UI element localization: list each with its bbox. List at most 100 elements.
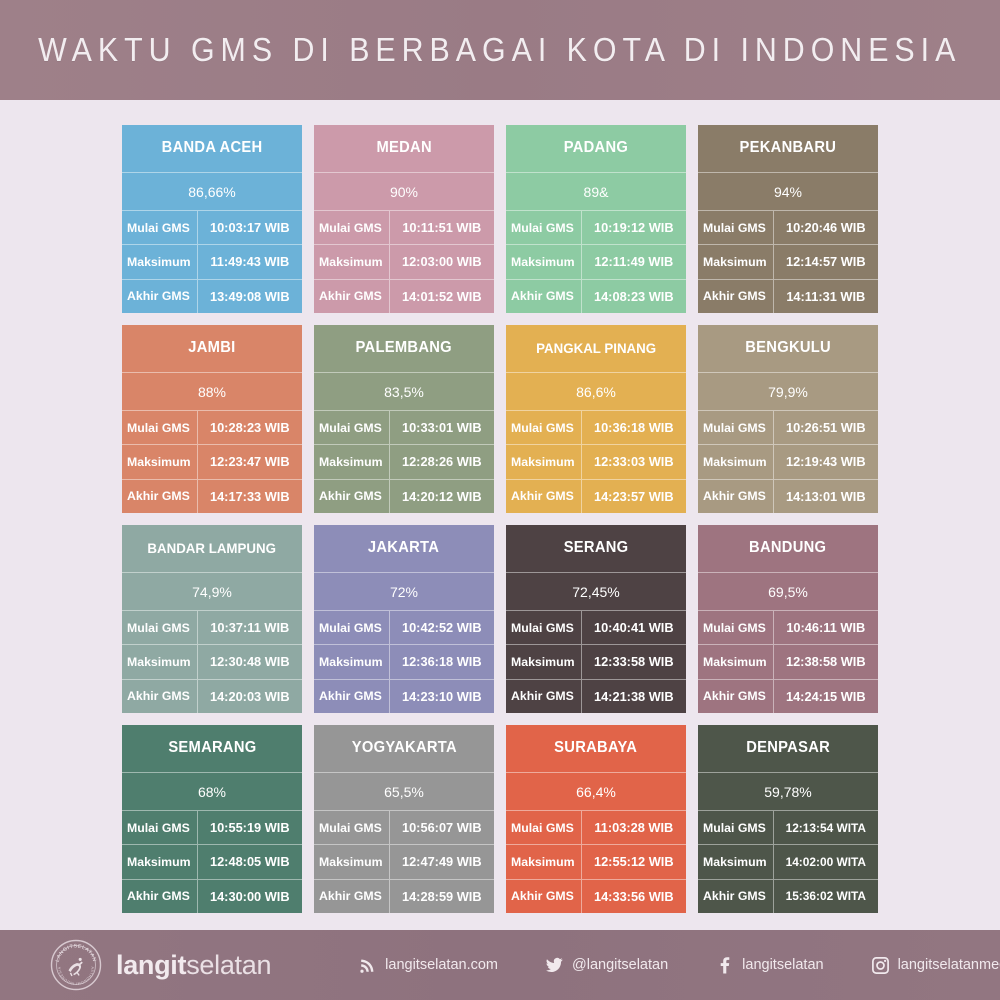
row-value-start: 10:56:07 WIB — [401, 820, 482, 836]
social-link-rss[interactable]: langitselatan.com — [359, 957, 498, 974]
row-label-end: Akhir GMS — [506, 879, 582, 913]
obscuration-percent: 69,5% — [698, 573, 878, 611]
row-value-start: 10:55:19 WIB — [209, 820, 290, 836]
row-label-end: Akhir GMS — [122, 279, 198, 313]
row-label-max: Maksimum — [698, 245, 774, 279]
page-title: WAKTU GMS DI BERBAGAI KOTA DI INDONESIA — [38, 31, 962, 68]
social-link-twitter[interactable]: @langitselatan — [546, 957, 668, 974]
table-row: Mulai GMS 10:56:07 WIB — [314, 811, 494, 846]
city-card-rows: Mulai GMS 10:36:18 WIB Maksimum 12:33:03 WI… — [506, 411, 686, 513]
row-label-end: Akhir GMS — [698, 279, 774, 313]
row-label-start: Mulai GMS — [506, 611, 582, 645]
row-value-start: 10:42:52 WIB — [401, 620, 482, 636]
table-row: Akhir GMS 14:08:23 WIB — [506, 279, 686, 313]
table-row: Maksimum 12:19:43 WIB — [698, 445, 878, 480]
row-value-start: 10:40:41 WIB — [593, 620, 674, 636]
obscuration-percent: 68% — [122, 773, 302, 811]
instagram-icon — [871, 956, 889, 974]
city-card-rows: Mulai GMS 10:20:46 WIB Maksimum 12:14:57 WI… — [698, 211, 878, 313]
city-card: BANDAR LAMPUNG 74,9% Mulai GMS 10:37:11 WIB… — [122, 525, 302, 713]
row-value-end: 14:20:12 WIB — [401, 488, 482, 504]
city-name: PALEMBANG — [355, 339, 453, 357]
table-row: Mulai GMS 10:20:46 WIB — [698, 211, 878, 246]
city-card: PANGKAL PINANG 86,6% Mulai GMS 10:36:18 WIB… — [506, 325, 686, 513]
table-row: Maksimum 11:49:43 WIB — [122, 245, 302, 280]
row-label-start: Mulai GMS — [506, 811, 582, 845]
row-label-max: Maksimum — [314, 845, 390, 879]
row-value-max: 12:47:49 WIB — [401, 854, 482, 870]
row-label-start: Mulai GMS — [698, 211, 774, 245]
social-link-label: @langitselatan — [572, 957, 669, 973]
table-row: Maksimum 12:03:00 WIB — [314, 245, 494, 280]
table-row: Maksimum 12:11:49 WIB — [506, 245, 686, 280]
row-value-end: 14:13:01 WIB — [785, 488, 866, 504]
city-card: MEDAN 90% Mulai GMS 10:11:51 WIB Maksimum 12:… — [314, 125, 494, 313]
row-value-max: 12:11:49 WIB — [594, 254, 674, 270]
table-row: Akhir GMS 14:33:56 WIB — [506, 879, 686, 913]
city-card-header: BENGKULU — [698, 325, 878, 373]
row-value-start: 10:19:12 WIB — [593, 220, 674, 236]
row-value-start: 10:20:46 WIB — [785, 220, 866, 236]
row-value-max: 12:33:03 WIB — [593, 454, 674, 470]
row-label-end: Akhir GMS — [314, 279, 390, 313]
row-value-max: 12:33:58 WIB — [593, 654, 674, 670]
city-name: BANDA ACEH — [161, 139, 263, 157]
row-value-max: 12:03:00 WIB — [401, 254, 482, 270]
row-value-end: 14:11:31 WIB — [786, 288, 866, 304]
row-value-max: 12:23:47 WIB — [209, 454, 290, 470]
table-row: Maksimum 12:55:12 WIB — [506, 845, 686, 880]
city-card-header: PEKANBARU — [698, 125, 878, 173]
social-link-instagram[interactable]: langitselatanmedia — [871, 956, 1000, 974]
row-label-end: Akhir GMS — [314, 479, 390, 513]
city-name: JAKARTA — [368, 539, 440, 557]
table-row: Akhir GMS 14:23:57 WIB — [506, 479, 686, 513]
table-row: Akhir GMS 14:17:33 WIB — [122, 479, 302, 513]
table-row: Mulai GMS 10:33:01 WIB — [314, 411, 494, 446]
table-row: Maksimum 12:28:26 WIB — [314, 445, 494, 480]
obscuration-percent: 72% — [314, 573, 494, 611]
table-row: Akhir GMS 14:11:31 WIB — [698, 279, 878, 313]
city-card-header: PALEMBANG — [314, 325, 494, 373]
row-label-max: Maksimum — [314, 645, 390, 679]
rss-icon — [359, 957, 376, 974]
social-link-label: langitselatan.com — [385, 957, 499, 973]
row-value-end: 13:49:08 WIB — [209, 288, 290, 304]
city-name: BANDAR LAMPUNG — [147, 540, 277, 557]
row-value-max: 12:30:48 WIB — [209, 654, 290, 670]
row-label-max: Maksimum — [506, 445, 582, 479]
table-row: Mulai GMS 10:03:17 WIB — [122, 211, 302, 246]
city-card-header: BANDA ACEH — [122, 125, 302, 173]
row-label-end: Akhir GMS — [122, 879, 198, 913]
city-card: SEMARANG 68% Mulai GMS 10:55:19 WIB Maksimum… — [122, 725, 302, 913]
row-value-end: 14:24:15 WIB — [785, 688, 866, 704]
city-card-header: DENPASAR — [698, 725, 878, 773]
obscuration-percent: 72,45% — [506, 573, 686, 611]
city-card: YOGYAKARTA 65,5% Mulai GMS 10:56:07 WIB Maks… — [314, 725, 494, 913]
table-row: Maksimum 12:48:05 WIB — [122, 845, 302, 880]
row-label-end: Akhir GMS — [698, 879, 774, 913]
row-value-start: 10:11:51 WIB — [402, 220, 482, 236]
city-card-rows: Mulai GMS 10:26:51 WIB Maksimum 12:19:43 WI… — [698, 411, 878, 513]
table-row: Akhir GMS 15:36:02 WITA — [698, 879, 878, 913]
social-link-facebook[interactable]: langitselatan — [716, 956, 824, 974]
row-value-end: 14:23:10 WIB — [401, 688, 482, 704]
city-card: BANDA ACEH 86,66% Mulai GMS 10:03:17 WIB Mak… — [122, 125, 302, 313]
table-row: Mulai GMS 10:42:52 WIB — [314, 611, 494, 646]
table-row: Mulai GMS 10:11:51 WIB — [314, 211, 494, 246]
row-value-start: 10:37:11 WIB — [210, 620, 290, 636]
row-label-end: Akhir GMS — [122, 679, 198, 713]
row-value-end: 14:28:59 WIB — [401, 888, 482, 904]
row-label-start: Mulai GMS — [506, 211, 582, 245]
city-name: PEKANBARU — [739, 139, 837, 157]
city-card-rows: Mulai GMS 10:56:07 WIB Maksimum 12:47:49 WI… — [314, 811, 494, 913]
row-value-end: 14:17:33 WIB — [209, 488, 290, 504]
city-card-rows: Mulai GMS 10:11:51 WIB Maksimum 12:03:00 WI… — [314, 211, 494, 313]
table-row: Maksimum 12:38:58 WIB — [698, 645, 878, 680]
row-label-start: Mulai GMS — [314, 811, 390, 845]
row-label-end: Akhir GMS — [506, 279, 582, 313]
city-card: DENPASAR 59,78% Mulai GMS 12:13:54 WITA Maks… — [698, 725, 878, 913]
row-label-end: Akhir GMS — [314, 679, 390, 713]
obscuration-percent: 59,78% — [698, 773, 878, 811]
table-row: Mulai GMS 10:37:11 WIB — [122, 611, 302, 646]
city-card-rows: Mulai GMS 10:40:41 WIB Maksimum 12:33:58 WI… — [506, 611, 686, 713]
